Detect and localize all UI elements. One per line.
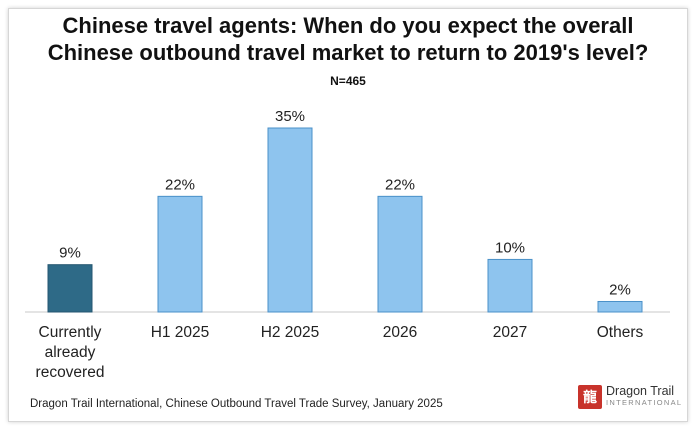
category-label: Others [597, 324, 644, 341]
category-label: 2026 [383, 324, 417, 341]
category-label: recovered [36, 364, 105, 381]
logo-name: Dragon Trail [606, 384, 675, 398]
chart-title-line-2: Chinese outbound travel market to return… [47, 40, 649, 65]
logo-subtitle: INTERNATIONAL [606, 398, 683, 407]
data-label: 10% [495, 239, 525, 256]
data-label: 2% [609, 281, 631, 298]
bar [487, 258, 533, 313]
data-label: 35% [275, 108, 305, 125]
data-label: 22% [385, 176, 415, 193]
chart-subtitle: N=465 [330, 74, 366, 88]
logo-text: Dragon Trail INTERNATIONAL [606, 384, 683, 408]
source-note: Dragon Trail International, Chinese Outb… [30, 398, 443, 410]
category-label: 2027 [493, 324, 527, 341]
bar [47, 264, 93, 313]
category-label: H1 2025 [151, 324, 210, 341]
bar [157, 195, 203, 313]
chart-title: Chinese travel agents: When do you expec… [0, 12, 696, 66]
chart-title-line-1: Chinese travel agents: When do you expec… [62, 13, 634, 38]
bar [377, 195, 423, 313]
category-label: Currently [39, 324, 102, 341]
category-label: already [45, 344, 96, 361]
data-label: 22% [165, 176, 195, 193]
bar [597, 300, 643, 313]
category-label: H2 2025 [261, 324, 320, 341]
data-label: 9% [59, 245, 81, 262]
dragon-logo-icon: 龍 [578, 385, 602, 409]
bar [267, 127, 313, 313]
dragon-trail-logo: 龍 Dragon Trail INTERNATIONAL [578, 385, 682, 409]
chart-frame [8, 8, 688, 422]
